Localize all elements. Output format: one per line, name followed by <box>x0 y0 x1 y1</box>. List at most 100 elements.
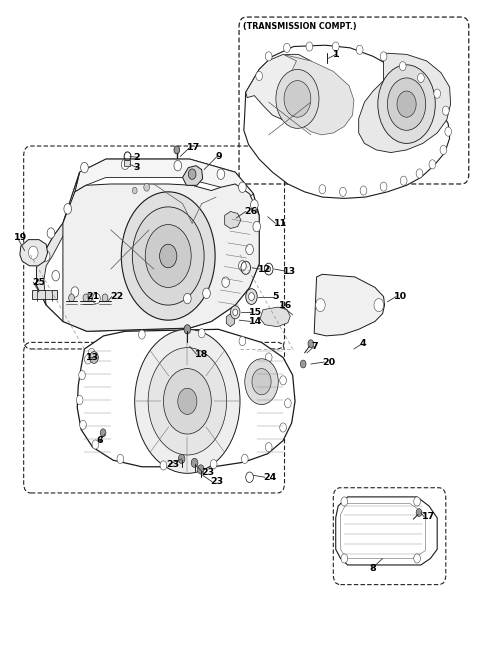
Circle shape <box>64 203 72 214</box>
Circle shape <box>246 289 257 304</box>
Text: 15: 15 <box>249 308 262 317</box>
Circle shape <box>42 251 50 261</box>
Circle shape <box>86 294 92 302</box>
Circle shape <box>79 371 85 380</box>
Circle shape <box>69 294 74 302</box>
Circle shape <box>285 399 291 408</box>
Circle shape <box>380 182 387 191</box>
Circle shape <box>418 73 424 83</box>
Circle shape <box>144 183 150 191</box>
Polygon shape <box>63 184 259 331</box>
Circle shape <box>230 306 240 319</box>
Circle shape <box>445 127 452 136</box>
Circle shape <box>387 78 426 131</box>
Text: 26: 26 <box>244 207 257 216</box>
Text: 5: 5 <box>273 292 279 301</box>
Polygon shape <box>124 161 130 167</box>
Text: 21: 21 <box>86 292 99 301</box>
Circle shape <box>416 508 422 516</box>
Circle shape <box>308 340 314 348</box>
Polygon shape <box>226 314 235 327</box>
Circle shape <box>83 294 89 302</box>
Circle shape <box>71 287 79 297</box>
Polygon shape <box>77 329 295 467</box>
Circle shape <box>135 329 240 474</box>
Polygon shape <box>246 54 319 120</box>
Polygon shape <box>260 307 290 327</box>
Circle shape <box>121 192 215 320</box>
Circle shape <box>84 355 91 364</box>
Polygon shape <box>225 211 241 228</box>
Circle shape <box>276 70 319 129</box>
Text: 14: 14 <box>249 317 262 326</box>
Circle shape <box>81 163 88 173</box>
Circle shape <box>429 160 436 169</box>
Polygon shape <box>32 290 57 298</box>
Circle shape <box>28 246 38 259</box>
Circle shape <box>306 42 313 51</box>
Polygon shape <box>20 239 48 266</box>
Circle shape <box>76 396 83 405</box>
Circle shape <box>319 184 325 194</box>
Text: 9: 9 <box>215 152 222 161</box>
Circle shape <box>380 52 387 61</box>
Circle shape <box>253 221 261 232</box>
Text: 24: 24 <box>263 473 276 482</box>
Text: 10: 10 <box>394 292 407 301</box>
Circle shape <box>92 440 99 449</box>
Polygon shape <box>36 159 259 331</box>
Circle shape <box>117 455 124 464</box>
Circle shape <box>374 298 384 312</box>
Circle shape <box>88 348 95 358</box>
Circle shape <box>265 353 272 362</box>
Text: 23: 23 <box>201 468 214 476</box>
Circle shape <box>52 270 60 281</box>
Circle shape <box>233 309 238 316</box>
Text: 3: 3 <box>134 163 140 172</box>
Circle shape <box>284 43 290 52</box>
Circle shape <box>139 330 145 339</box>
Circle shape <box>178 388 197 415</box>
Circle shape <box>188 169 196 179</box>
Circle shape <box>197 465 204 474</box>
Text: 22: 22 <box>110 292 123 301</box>
Circle shape <box>121 159 129 170</box>
Polygon shape <box>314 274 384 336</box>
Circle shape <box>203 288 210 298</box>
Circle shape <box>47 228 55 238</box>
Text: (TRANSMISSION COMPT.): (TRANSMISSION COMPT.) <box>243 22 357 31</box>
Circle shape <box>332 42 339 51</box>
Circle shape <box>339 187 346 196</box>
Circle shape <box>132 207 204 305</box>
Polygon shape <box>336 497 437 565</box>
Circle shape <box>249 293 254 300</box>
Circle shape <box>80 420 86 430</box>
Text: 23: 23 <box>210 478 224 486</box>
Circle shape <box>400 176 407 185</box>
Polygon shape <box>182 166 203 185</box>
Circle shape <box>163 369 211 434</box>
Text: 17: 17 <box>187 144 201 152</box>
Circle shape <box>300 360 306 368</box>
Circle shape <box>245 359 278 405</box>
Text: 20: 20 <box>323 358 336 367</box>
Circle shape <box>252 369 271 395</box>
Circle shape <box>148 348 227 455</box>
Text: 7: 7 <box>312 342 318 351</box>
Circle shape <box>159 244 177 268</box>
Circle shape <box>184 325 191 334</box>
Circle shape <box>241 455 248 464</box>
Polygon shape <box>75 159 253 200</box>
Circle shape <box>174 146 180 154</box>
Circle shape <box>416 169 423 178</box>
Circle shape <box>356 45 363 54</box>
Circle shape <box>443 106 449 115</box>
Circle shape <box>284 81 311 117</box>
Circle shape <box>145 224 191 287</box>
Circle shape <box>251 199 258 210</box>
Circle shape <box>222 277 229 287</box>
Circle shape <box>132 187 137 194</box>
Circle shape <box>183 293 191 304</box>
Circle shape <box>440 146 447 155</box>
Text: 11: 11 <box>274 218 287 228</box>
